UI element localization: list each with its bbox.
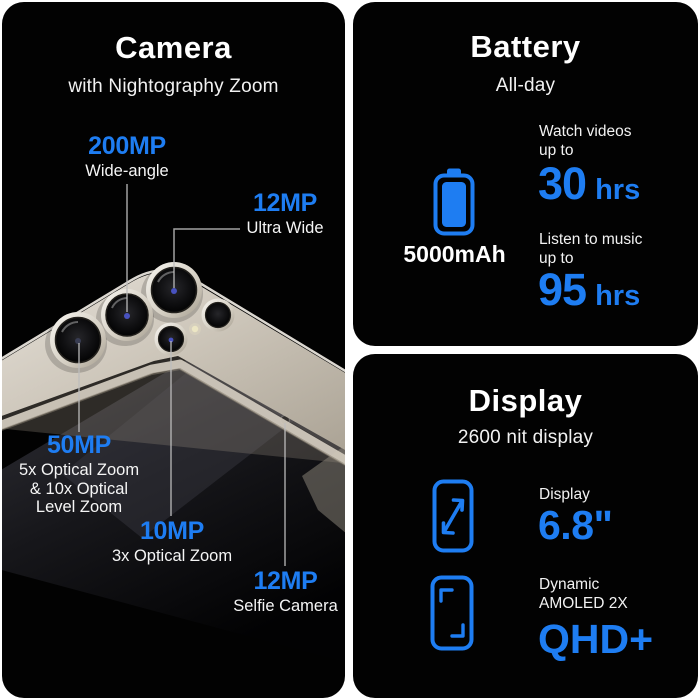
tele-label: 3x Optical Zoom [111,547,233,565]
ultrawide-callout: 12MP Ultra Wide [230,190,340,238]
wide-callout: 200MP Wide-angle [52,133,202,181]
battery-stat1-unit: hrs [595,174,641,206]
display-panel: Display 2600 nit display Display 6.8" Dy… [353,354,698,698]
periscope-lens [50,312,106,368]
battery-stat2-number: 95 [538,264,587,315]
camera-title: Camera [115,30,232,65]
selfie-label: Selfie Camera [233,597,338,615]
battery-icon [433,168,475,236]
ultrawide-label: Ultra Wide [246,219,324,237]
battery-stat1-value: 30 hrs [538,158,640,210]
phone-corner-brackets-icon [430,575,474,651]
wide-label: Wide-angle [85,162,169,180]
tele-mp: 10MP [139,517,205,545]
display-subtitle: 2600 nit display [457,427,594,448]
battery-stat2-value: 95 hrs [538,264,640,316]
periscope-callout: 50MP 5x Optical Zoom & 10x Optical Level… [4,432,154,517]
selfie-mp: 12MP [253,567,318,595]
flash-led [189,323,201,335]
battery-stat2-line1: Listen to music [539,231,643,248]
battery-stat1-line1: Watch videos [539,123,632,140]
periscope-label-line2: & 10x Optical [29,479,129,498]
battery-stat2-unit: hrs [595,280,641,312]
sensor-lens [201,298,235,332]
ultrawide-callout-line [173,228,240,288]
battery-title: Battery [470,29,581,64]
display-row2-value: QHD+ [538,616,654,662]
callout-lines [78,184,286,566]
camera-panel: Camera with Nightography Zoom 200MP Wide… [2,2,345,698]
wide-mp: 200MP [88,132,166,160]
periscope-label-line3: Level Zoom [35,498,123,516]
ultrawide-mp: 12MP [252,189,318,217]
battery-stat2-line2: up to [539,250,574,267]
selfie-callout: 12MP Selfie Camera [213,568,345,616]
wide-lens [101,289,153,341]
periscope-mp: 50MP [46,431,112,459]
ultrawide-lens [146,262,202,318]
phone-back [2,262,345,467]
battery-panel: Battery All-day 5000mAh Watch videos up … [353,2,698,346]
battery-capacity: 5000mAh [403,241,506,267]
tele-callout: 10MP 3x Optical Zoom [97,518,247,566]
display-row1-label: Display [539,486,590,503]
camera-subtitle: with Nightography Zoom [68,76,279,97]
phone-photo [2,184,345,663]
battery-stat1-number: 30 [538,158,587,209]
phone-diagonal-arrow-icon [432,479,474,553]
display-title: Display [468,383,583,418]
periscope-label-line1: 5x Optical Zoom [18,461,140,479]
display-row1-value: 6.8" [538,502,613,548]
tele-lens [154,322,188,356]
display-row2-label-line2: AMOLED 2X [539,595,628,612]
battery-stat1-line2: up to [539,142,574,159]
display-row2-label-line1: Dynamic [539,576,600,593]
battery-subtitle: All-day [495,75,556,96]
